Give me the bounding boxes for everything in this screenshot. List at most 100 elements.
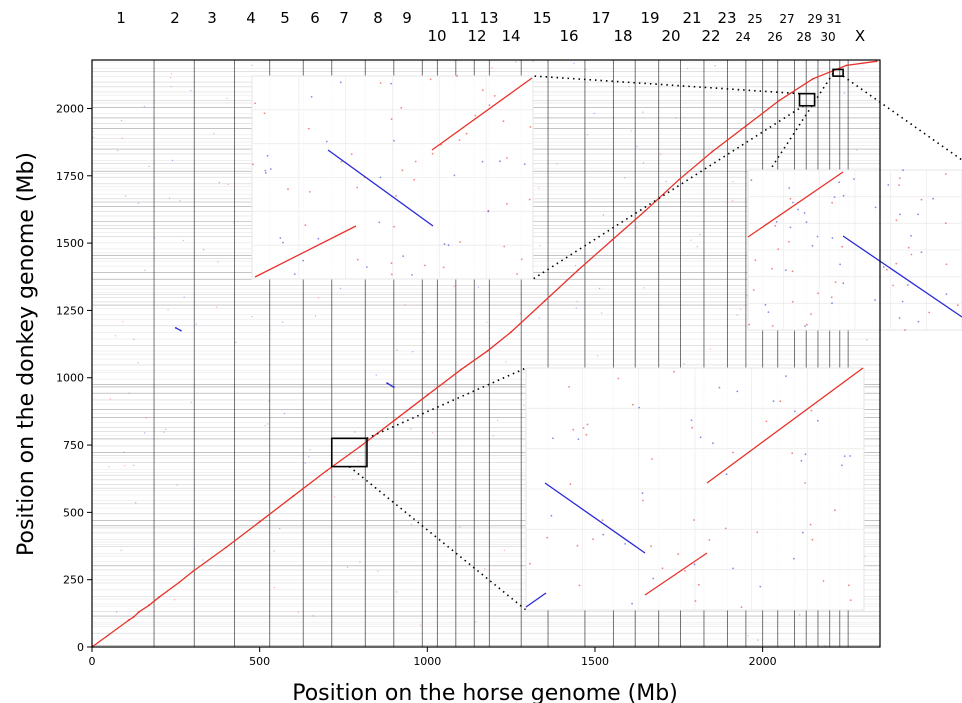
noise-dot xyxy=(843,92,846,94)
noise-dot xyxy=(190,89,192,92)
inset-dot xyxy=(849,599,852,602)
inset-dot xyxy=(506,157,508,159)
inset-dot xyxy=(838,181,840,184)
inset-dot xyxy=(429,78,432,81)
highlight-boxes xyxy=(330,68,844,468)
alignment-point xyxy=(845,64,848,67)
chromosome-label: 28 xyxy=(796,30,811,44)
noise-dot xyxy=(477,286,480,288)
inset-dot xyxy=(631,602,633,605)
noise-dot xyxy=(145,417,148,419)
inset-dot xyxy=(804,482,806,484)
chromosome-label: 7 xyxy=(339,9,349,27)
inset-dot xyxy=(791,270,794,273)
noise-dot xyxy=(856,149,858,151)
noise-dot xyxy=(593,112,596,115)
chromosome-label: X xyxy=(855,27,865,45)
noise-dot xyxy=(116,149,119,152)
noise-dot xyxy=(193,548,196,550)
inset-dot xyxy=(917,213,919,216)
inset-dot xyxy=(431,152,434,155)
alignment-point xyxy=(138,611,140,613)
chromosome-label: 12 xyxy=(467,27,486,45)
inset-dot xyxy=(853,178,855,180)
inset-dot xyxy=(694,600,697,602)
inset-dot xyxy=(831,201,833,204)
inset-dot xyxy=(493,95,496,97)
inset-lower xyxy=(525,367,865,611)
inset-dot xyxy=(523,163,526,166)
noise-dot xyxy=(573,62,575,65)
noise-dot xyxy=(267,423,269,425)
inset-dot xyxy=(529,562,531,565)
noise-dot xyxy=(92,136,94,139)
inset-dot xyxy=(365,266,368,268)
inset-dot xyxy=(759,585,762,588)
inset-dot xyxy=(642,499,644,502)
inset-dot xyxy=(339,81,342,84)
noise-dot xyxy=(170,85,172,88)
inset-dot xyxy=(898,177,901,180)
inset-dot xyxy=(456,75,458,77)
noise-dot xyxy=(163,431,165,433)
inset-dot xyxy=(601,519,604,522)
zoom-insets xyxy=(251,75,962,611)
inset-dot xyxy=(400,107,403,109)
noise-dot xyxy=(128,392,130,394)
inset-dot xyxy=(632,403,634,406)
noise-dot xyxy=(312,615,314,617)
inset-dot xyxy=(287,188,289,191)
noise-dot xyxy=(523,404,525,406)
inset-dot xyxy=(401,169,404,172)
noise-dot xyxy=(148,165,150,168)
inset-dot xyxy=(806,323,808,326)
alignment-point xyxy=(577,269,580,271)
inset-dot xyxy=(811,244,814,247)
noise-dot xyxy=(675,117,677,119)
inset-dot xyxy=(784,269,787,272)
noise-dot xyxy=(696,246,698,248)
inset-dot xyxy=(732,451,734,454)
noise-dot xyxy=(137,362,139,364)
inset-dot xyxy=(791,452,794,455)
inset-dot xyxy=(834,509,836,512)
noise-dot xyxy=(503,549,506,552)
noise-dot xyxy=(124,195,127,197)
inset-dot xyxy=(809,523,812,526)
inset-dot xyxy=(917,320,920,323)
inset-dot xyxy=(789,197,792,200)
noise-dot xyxy=(308,456,310,458)
noise-dot xyxy=(216,306,218,308)
chromosome-label: 29 xyxy=(807,12,822,26)
noise-dot xyxy=(114,335,117,337)
noise-dot xyxy=(420,624,422,627)
noise-dot xyxy=(539,245,541,247)
inset-dot xyxy=(487,210,490,213)
inset-dot xyxy=(791,300,794,303)
inset-dot xyxy=(569,483,572,486)
noise-dot xyxy=(598,287,601,290)
inset-dot xyxy=(572,428,575,431)
inset-dot xyxy=(325,140,328,143)
inset-dot xyxy=(785,375,787,377)
inset-dot xyxy=(831,237,834,239)
inset-dot xyxy=(577,438,580,441)
noise-dot xyxy=(643,287,645,289)
inset-inverted-segment xyxy=(842,235,962,318)
inset-dot xyxy=(390,118,393,120)
inset-dot xyxy=(928,311,931,314)
x-tick-label: 0 xyxy=(89,655,96,668)
inset-dot xyxy=(899,213,901,216)
inset-dot xyxy=(266,154,269,157)
chromosome-label: 2 xyxy=(170,9,180,27)
inset-dot xyxy=(932,197,934,200)
inset-dot xyxy=(481,160,484,163)
chromosome-label: 24 xyxy=(735,30,750,44)
noise-dot xyxy=(153,237,156,239)
chromosome-label: 15 xyxy=(532,9,551,27)
noise-dot xyxy=(410,428,412,430)
inset-dot xyxy=(350,153,353,156)
chromosome-label: 27 xyxy=(779,12,794,26)
noise-dot xyxy=(176,484,178,486)
inset-dot xyxy=(816,419,819,422)
